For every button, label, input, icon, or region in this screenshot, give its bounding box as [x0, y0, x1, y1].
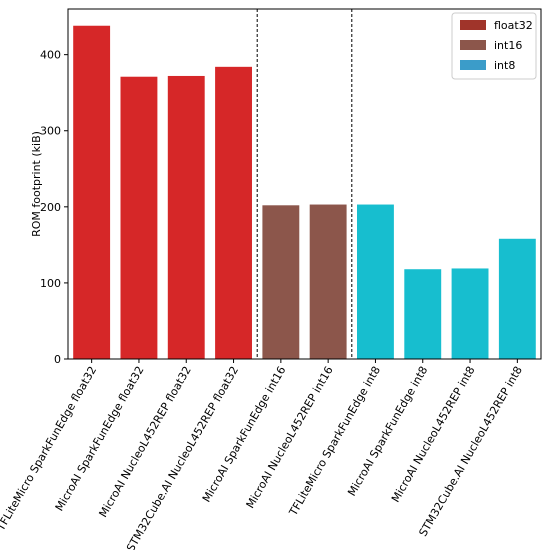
legend-swatch-int16 [460, 40, 486, 50]
y-tick-label: 400 [40, 49, 61, 62]
x-axis: TFLiteMicro SparkFunEdge float32MicroAI … [0, 359, 525, 550]
y-tick-label: 300 [40, 125, 61, 138]
bar-4 [215, 66, 252, 359]
y-tick-label: 100 [40, 277, 61, 290]
x-tick-label: MicroAI NucleoL452REP float32 [96, 364, 193, 520]
x-tick-label: MicroAI NucleoL452REP int16 [244, 364, 336, 511]
bar-9 [451, 268, 489, 359]
legend-swatch-float32 [460, 20, 486, 30]
bars-layer [73, 25, 536, 360]
bar-2 [120, 76, 158, 359]
bar-3 [167, 75, 205, 360]
x-tick-label: MicroAI SparkFunEdge int16 [200, 364, 289, 504]
x-tick-label: MicroAI SparkFunEdge int8 [345, 364, 430, 498]
x-tick-label: STM32Cube.AI NucleoL452REP int8 [417, 364, 525, 539]
y-axis-label: ROM footprint (kiB) [30, 131, 43, 237]
legend: float32 int16 int8 [451, 12, 537, 80]
x-tick-label: TFLiteMicro SparkFunEdge float32 [0, 364, 99, 534]
bar-1 [73, 25, 111, 360]
x-tick-label: TFLiteMicro SparkFunEdge int8 [286, 364, 383, 519]
group-separators [256, 9, 353, 359]
bar-7 [357, 204, 394, 359]
bar-10 [498, 238, 536, 359]
bar-5 [262, 205, 300, 359]
legend-label-int16: int16 [494, 39, 522, 52]
y-tick-label: 200 [40, 201, 61, 214]
bar-6 [309, 204, 347, 359]
x-tick-label: MicroAI SparkFunEdge float32 [53, 364, 147, 513]
legend-label-float32: float32 [494, 19, 533, 32]
y-axis: 0 100 200 300 400 [40, 49, 68, 366]
plot-area-frame [67, 8, 542, 360]
bar-8 [404, 269, 442, 359]
x-tick-label: MicroAI NucleoL452REP int8 [389, 364, 478, 505]
legend-swatch-int8 [460, 60, 486, 70]
legend-label-int8: int8 [494, 59, 515, 72]
y-tick-label: 0 [54, 353, 61, 366]
